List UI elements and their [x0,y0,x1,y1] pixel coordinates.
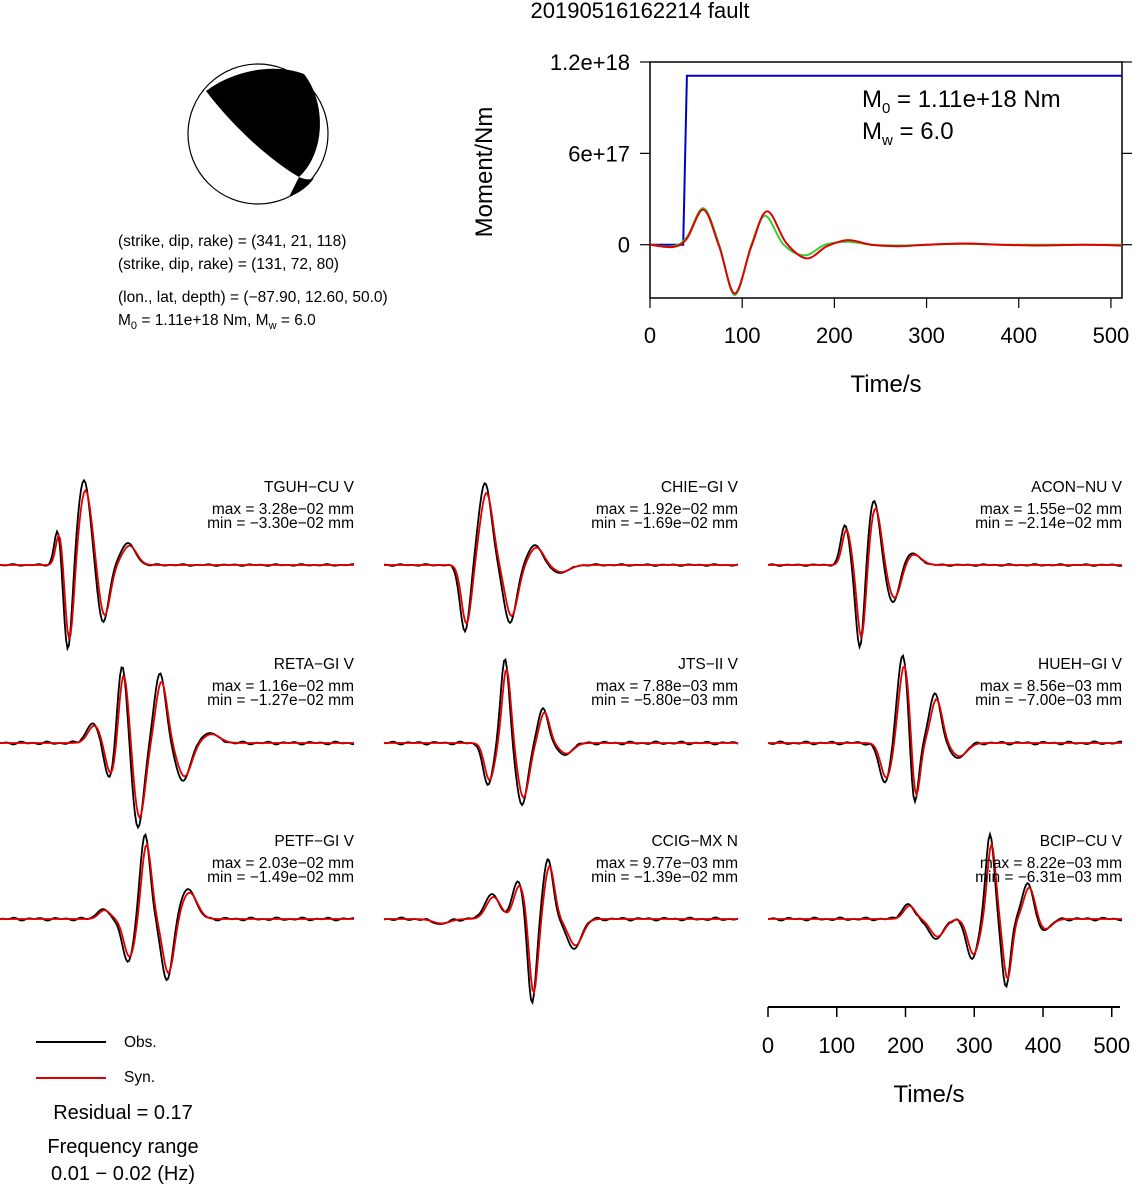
synthetic-waveform [0,488,354,642]
station-max: max = 2.03e−02 mm [211,855,354,872]
station-max: max = 7.88e−03 mm [595,678,738,695]
focal-mechanism-beachball [187,63,329,205]
station-label: HUEH−GI V [1038,656,1122,673]
station-label: RETA−GI V [273,656,354,673]
page-title: 20190516162214 fault [530,0,750,23]
x-tick-label: 400 [1025,1033,1062,1058]
mw-annotation: Mw = 6.0 [862,118,954,149]
station-min: min = −7.00e−03 mm [975,692,1122,709]
x-tick-label: 100 [724,323,761,348]
station-max: max = 9.77e−03 mm [595,855,738,872]
moment-chart: 0 100 200 300 400 500 0 6e+17 1.2e+18 Time/s Momen… [471,50,1132,398]
x-tick-label: 400 [1000,323,1037,348]
legend-lines [36,1041,106,1079]
station-min: min = −1.69e−02 mm [591,515,738,532]
synthetic-waveform [768,841,1122,981]
x-tick-label: 200 [816,323,853,348]
moment-plot-frame [649,61,1123,299]
station-min: min = −5.80e−03 mm [591,692,738,709]
nodal-plane-1: (strike, dip, rake) = (341, 21, 118) [118,233,347,250]
station-label: TGUH−CU V [264,479,354,496]
station-max: max = 8.56e−03 mm [979,678,1122,695]
y-tick-label: 6e+17 [568,141,630,166]
x-tick-label: 0 [762,1033,774,1058]
station-min: min = −1.27e−02 mm [207,692,354,709]
station-max: max = 1.16e−02 mm [211,678,354,695]
x-tick-label: 300 [956,1033,993,1058]
station-min: min = −1.49e−02 mm [207,869,354,886]
y-tick-label: 1.2e+18 [550,50,630,75]
residual-text: Residual = 0.17 [53,1102,193,1124]
x-axis-label: Time/s [893,1081,964,1108]
x-tick-label: 0 [644,323,656,348]
station-label: PETF−GI V [274,833,354,850]
x-tick-label: 200 [887,1033,924,1058]
x-tick-label: 300 [908,323,945,348]
station-min: min = −1.39e−02 mm [591,869,738,886]
frequency-range-title: Frequency range [47,1136,199,1158]
station-max: max = 3.28e−02 mm [211,501,354,518]
synthetic-waveform [384,865,738,995]
station-max: max = 1.92e−02 mm [595,501,738,518]
legend-obs-label: Obs. [124,1034,157,1051]
synthetic-waveform [768,507,1122,640]
legend-syn-label: Syn. [124,1069,156,1086]
frequency-range-value: 0.01 − 0.02 (Hz) [51,1163,195,1185]
station-label: CCIG−MX N [651,833,738,850]
synthetic-waveform [384,667,738,799]
y-tick-label: 0 [618,233,630,258]
station-min: min = −3.30e−02 mm [207,515,354,532]
station-label: BCIP−CU V [1039,833,1122,850]
synthetic-waveform [384,491,738,626]
waveform-panels: 0 100 200 300 400 500 Time/s [0,478,1130,1108]
station-max: max = 1.55e−02 mm [979,501,1122,518]
station-label: JTS−II V [678,656,738,673]
moment-magnitude-text: M0 = 1.11e+18 Nm, Mw = 6.0 [118,312,316,333]
moment-series-line [649,208,1123,295]
station-max: max = 8.22e−03 mm [979,855,1122,872]
station-label: ACON−NU V [1031,479,1122,496]
nodal-plane-2: (strike, dip, rake) = (131, 72, 80) [118,256,339,273]
synthetic-waveform [0,675,354,820]
station-label: CHIE−GI V [660,479,738,496]
x-axis-label: Time/s [850,371,921,398]
y-axis-label: Moment/Nm [471,107,498,238]
x-tick-label: 500 [1093,323,1130,348]
x-tick-label: 500 [1093,1033,1130,1058]
synthetic-waveform [0,843,354,975]
x-tick-label: 100 [818,1033,855,1058]
m0-annotation: M0 = 1.11e+18 Nm [862,86,1061,117]
source-location: (lon., lat, depth) = (−87.90, 12.60, 50.… [118,289,388,306]
station-min: min = −6.31e−03 mm [975,869,1122,886]
synthetic-waveform [768,664,1122,798]
moment-series-line [650,74,1122,246]
station-min: min = −2.14e−02 mm [975,515,1122,532]
